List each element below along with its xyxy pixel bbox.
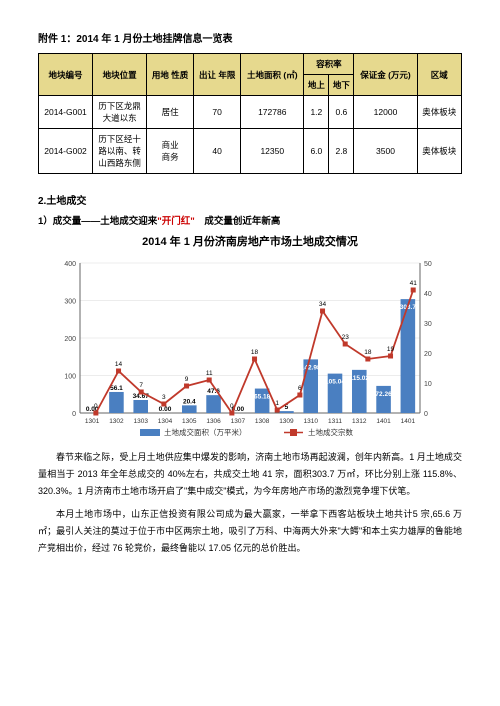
th-location: 地块位置 <box>93 54 147 96</box>
sub1-red: "开门红" <box>157 216 195 227</box>
svg-text:34: 34 <box>319 301 327 308</box>
svg-text:1304: 1304 <box>158 418 173 425</box>
svg-text:50: 50 <box>424 261 432 268</box>
th-deposit: 保证金 (万元) <box>354 54 417 96</box>
svg-text:19: 19 <box>387 346 395 353</box>
chart-title: 2014 年 1 月份济南房地产市场土地成交情况 <box>38 233 462 249</box>
svg-text:0: 0 <box>424 411 428 418</box>
svg-text:1311: 1311 <box>328 418 342 425</box>
table-cell: 3500 <box>354 129 417 174</box>
th-below: 地下 <box>329 75 354 96</box>
svg-text:1301: 1301 <box>85 418 100 425</box>
table-cell: 12000 <box>354 96 417 129</box>
table-cell: 奥体板块 <box>417 96 461 129</box>
th-code: 地块编号 <box>39 54 93 96</box>
svg-text:11: 11 <box>206 370 213 377</box>
svg-text:0: 0 <box>230 403 234 410</box>
svg-text:1401: 1401 <box>376 418 391 425</box>
svg-text:72.26: 72.26 <box>375 391 392 398</box>
svg-text:1312: 1312 <box>352 418 367 425</box>
svg-text:1307: 1307 <box>231 418 246 425</box>
svg-text:9: 9 <box>185 376 189 383</box>
th-above: 地上 <box>304 75 329 96</box>
svg-text:200: 200 <box>64 336 76 343</box>
table-cell: 1.2 <box>304 96 329 129</box>
th-usage: 用地 性质 <box>147 54 194 96</box>
table-cell: 2014-G002 <box>39 129 93 174</box>
svg-text:10: 10 <box>424 381 432 388</box>
svg-text:18: 18 <box>251 349 259 356</box>
svg-text:6: 6 <box>298 385 302 392</box>
svg-text:400: 400 <box>64 261 76 268</box>
svg-text:41: 41 <box>410 280 418 287</box>
svg-text:土地成交面积（万平米）: 土地成交面积（万平米） <box>164 427 247 437</box>
section-2-heading: 2.土地成交 <box>38 192 462 207</box>
svg-text:20: 20 <box>424 351 432 358</box>
svg-text:1308: 1308 <box>255 418 270 425</box>
table-cell: 历下区经十 路以南、转 山西路东侧 <box>93 129 147 174</box>
svg-text:0: 0 <box>94 403 98 410</box>
svg-text:1309: 1309 <box>279 418 294 425</box>
table-cell: 40 <box>194 129 241 174</box>
svg-text:105.04: 105.04 <box>325 379 345 386</box>
svg-text:1401: 1401 <box>401 418 416 425</box>
subsection-1: 1）成交量——土地成交迎来"开门红" 成交量创近年新高 <box>38 213 462 227</box>
svg-text:300: 300 <box>64 299 76 306</box>
table-cell: 70 <box>194 96 241 129</box>
sub1-b: 成交量创近年新高 <box>195 216 281 227</box>
table-cell: 6.0 <box>304 129 329 174</box>
table-cell: 0.6 <box>329 96 354 129</box>
svg-text:1303: 1303 <box>133 418 148 425</box>
table-row: 2014-G002历下区经十 路以南、转 山西路东侧商业 商务40123506.… <box>39 129 462 174</box>
table-cell: 居住 <box>147 96 194 129</box>
svg-text:142.98: 142.98 <box>301 364 321 371</box>
th-years: 出让 年限 <box>194 54 241 96</box>
svg-text:3: 3 <box>162 394 166 401</box>
sub1-a: 1）成交量——土地成交迎来 <box>38 216 157 227</box>
paragraph-2: 本月土地市场中，山东正信投资有限公司成为最大赢家，一举拿下西客站板块土地共计5 … <box>38 506 462 557</box>
svg-text:土地成交宗数: 土地成交宗数 <box>308 427 353 437</box>
th-region: 区域 <box>417 54 461 96</box>
paragraph-1: 春节来临之际，受上月土地供应集中爆发的影响，济南土地市场再起波澜，创年内新高。1… <box>38 449 462 500</box>
attachment-title: 附件 1：2014 年 1 月份土地挂牌信息一览表 <box>38 30 462 45</box>
svg-text:20.4: 20.4 <box>183 398 196 405</box>
land-table: 地块编号 地块位置 用地 性质 出让 年限 土地面积 (㎡) 容积率 保证金 (… <box>38 53 462 174</box>
svg-text:1302: 1302 <box>109 418 124 425</box>
svg-text:1306: 1306 <box>206 418 221 425</box>
svg-text:56.1: 56.1 <box>110 385 123 392</box>
table-cell: 2.8 <box>329 129 354 174</box>
svg-text:1305: 1305 <box>182 418 197 425</box>
table-row: 2014-G001历下区龙鼎 大道以东居住701727861.20.612000… <box>39 96 462 129</box>
table-cell: 商业 商务 <box>147 129 194 174</box>
svg-text:23: 23 <box>342 334 350 341</box>
table-cell: 2014-G001 <box>39 96 93 129</box>
table-cell: 历下区龙鼎 大道以东 <box>93 96 147 129</box>
svg-text:14: 14 <box>115 361 123 368</box>
svg-text:0.00: 0.00 <box>159 406 172 413</box>
th-far: 容积率 <box>304 54 354 75</box>
table-cell: 奥体板块 <box>417 129 461 174</box>
svg-text:1310: 1310 <box>303 418 318 425</box>
svg-text:0: 0 <box>72 411 76 418</box>
svg-text:40: 40 <box>424 291 432 298</box>
svg-text:7: 7 <box>139 382 143 389</box>
svg-text:115.02: 115.02 <box>350 375 370 382</box>
th-area: 土地面积 (㎡) <box>241 54 304 96</box>
chart-container: 0100200300400010203040500.0056.134.670.0… <box>38 253 462 443</box>
svg-text:30: 30 <box>424 321 432 328</box>
svg-text:1: 1 <box>275 400 279 407</box>
svg-text:18: 18 <box>364 349 372 356</box>
svg-text:100: 100 <box>64 374 76 381</box>
table-cell: 12350 <box>241 129 304 174</box>
land-chart: 0100200300400010203040500.0056.134.670.0… <box>40 253 460 443</box>
table-cell: 172786 <box>241 96 304 129</box>
svg-text:65.18: 65.18 <box>254 394 271 401</box>
